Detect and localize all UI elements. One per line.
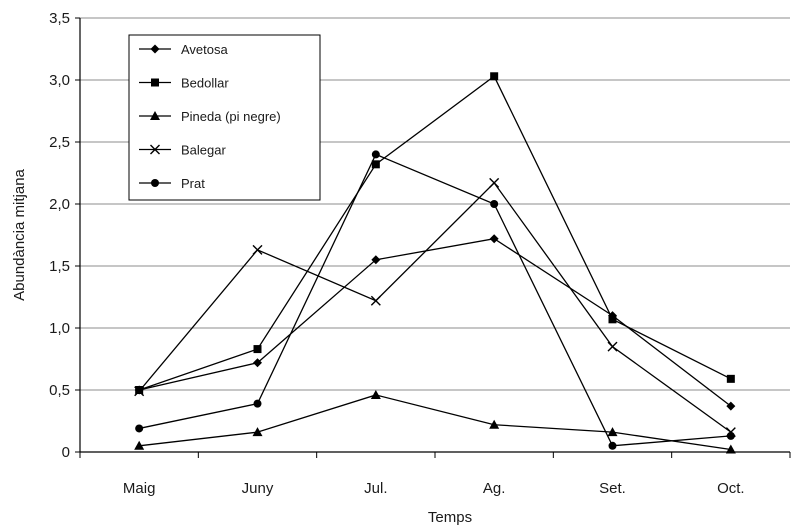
x-marker-stroke	[252, 244, 263, 255]
series-line	[138, 181, 732, 433]
legend-marker	[151, 179, 159, 187]
data-point	[489, 419, 500, 429]
x-tick-label: Ag.	[483, 480, 506, 497]
legend-marker	[150, 44, 160, 54]
legend-item: Bedollar	[139, 76, 229, 91]
data-point	[489, 177, 500, 188]
legend-item: Prat	[139, 176, 205, 191]
data-point	[607, 427, 618, 437]
legend-marker	[150, 144, 160, 155]
x-marker-stroke	[150, 144, 160, 155]
x-tick-label: Oct.	[717, 480, 745, 497]
legend-marker	[150, 111, 160, 120]
y-tick-label: 2,0	[49, 196, 70, 213]
data-point	[726, 431, 735, 440]
data-point	[489, 234, 499, 244]
data-point	[371, 160, 380, 169]
legend-item: Pineda (pi negre)	[139, 109, 281, 124]
data-point	[726, 374, 735, 383]
data-point	[371, 150, 380, 159]
series-line	[139, 394, 731, 451]
legend-label: Prat	[181, 176, 205, 191]
data-point	[135, 386, 144, 394]
legend-item: Balegar	[139, 143, 226, 158]
legend-label: Avetosa	[181, 42, 229, 57]
data-point	[608, 441, 617, 450]
data-point	[370, 389, 381, 399]
y-tick-label: 3,5	[49, 10, 70, 27]
legend-box	[128, 34, 321, 201]
data-point	[490, 200, 499, 208]
data-point	[490, 72, 499, 81]
series-avetosa	[134, 234, 736, 411]
legend-label: Balegar	[181, 143, 226, 158]
legend-item: Avetosa	[139, 42, 229, 57]
data-point	[607, 341, 618, 352]
y-axis-ticks: 0 0,5 1,0 1,5 2,0 2,5 3,0 3,5	[49, 10, 80, 461]
legend-label: Bedollar	[181, 76, 229, 91]
data-point	[370, 295, 381, 306]
series-prat	[135, 150, 735, 450]
series-line	[139, 153, 731, 447]
data-point	[135, 424, 144, 433]
y-tick-label: 1,0	[49, 320, 70, 337]
series-layer	[134, 72, 736, 454]
x-tick-label: Juny	[242, 480, 274, 497]
data-point	[253, 345, 262, 354]
data-point	[134, 386, 145, 397]
y-tick-label: 1,5	[49, 258, 70, 275]
data-point	[726, 401, 736, 411]
series-line	[139, 238, 732, 407]
data-point	[371, 255, 381, 265]
y-tick-label: 0,5	[49, 382, 70, 399]
x-axis-ticks: Maig Juny Jul. Ag. Set. Oct.	[79, 452, 791, 497]
x-tick-label: Maig	[123, 480, 156, 497]
data-point	[608, 315, 617, 324]
series-pineda-pi-negre	[134, 389, 736, 454]
legend-label: Pineda (pi negre)	[181, 109, 281, 124]
data-point	[252, 244, 263, 255]
y-axis-title: Abundància mitjana	[11, 168, 28, 300]
series-line	[138, 75, 732, 391]
data-point	[134, 440, 145, 450]
y-tick-label: 0	[62, 444, 70, 461]
series-balegar	[134, 177, 736, 438]
data-point	[252, 427, 263, 437]
y-tick-label: 2,5	[49, 134, 70, 151]
data-point	[253, 358, 262, 368]
x-marker-stroke	[607, 341, 618, 352]
legend: Avetosa Bedollar Pineda (pi negre) Balegar P…	[128, 34, 321, 201]
x-axis-title: Temps	[428, 509, 472, 526]
y-tick-label: 3,0	[49, 72, 70, 89]
x-tick-label: Set.	[599, 480, 626, 497]
x-tick-label: Jul.	[364, 480, 387, 497]
data-point	[725, 444, 736, 454]
legend-marker	[151, 78, 159, 87]
data-point	[253, 399, 262, 408]
x-marker-stroke	[489, 177, 500, 188]
series-bedollar	[135, 72, 735, 394]
x-marker-stroke	[370, 295, 381, 306]
x-marker-stroke	[134, 386, 145, 397]
